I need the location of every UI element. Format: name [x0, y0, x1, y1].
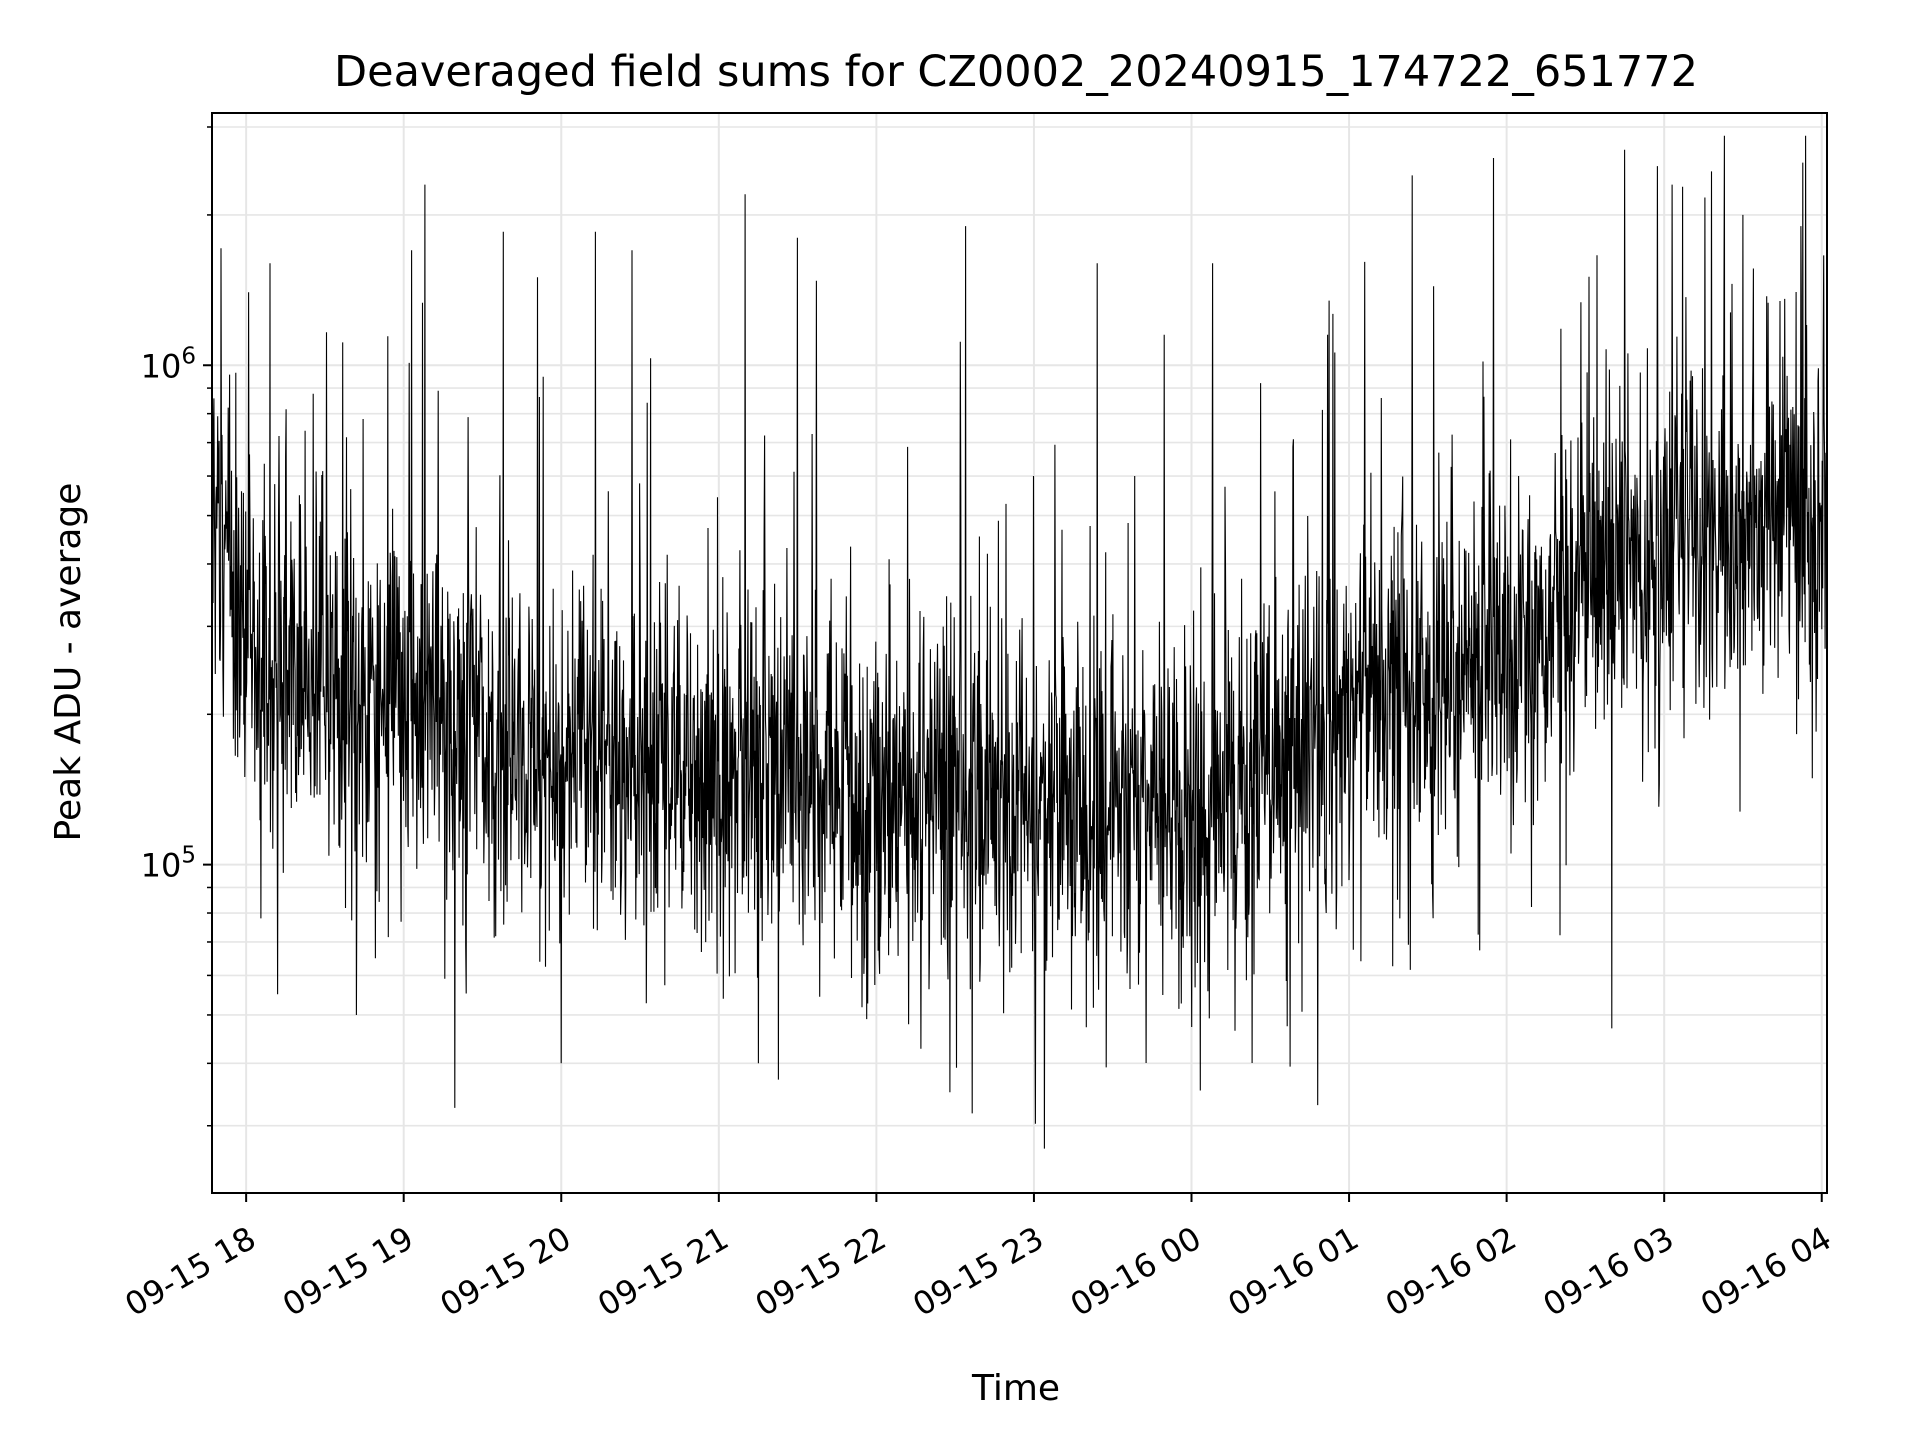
- series: [211, 135, 1828, 1149]
- y-axis-label: Peak ADU - average: [48, 483, 89, 842]
- x-axis-label: Time: [971, 1368, 1060, 1409]
- chart-title: Deaveraged field sums for CZ0002_2024091…: [334, 47, 1698, 97]
- series-line: [211, 135, 1828, 1149]
- y-tick-label: 106: [141, 343, 196, 385]
- y-tick-label: 105: [141, 843, 196, 885]
- plot-frame: [211, 112, 1828, 1194]
